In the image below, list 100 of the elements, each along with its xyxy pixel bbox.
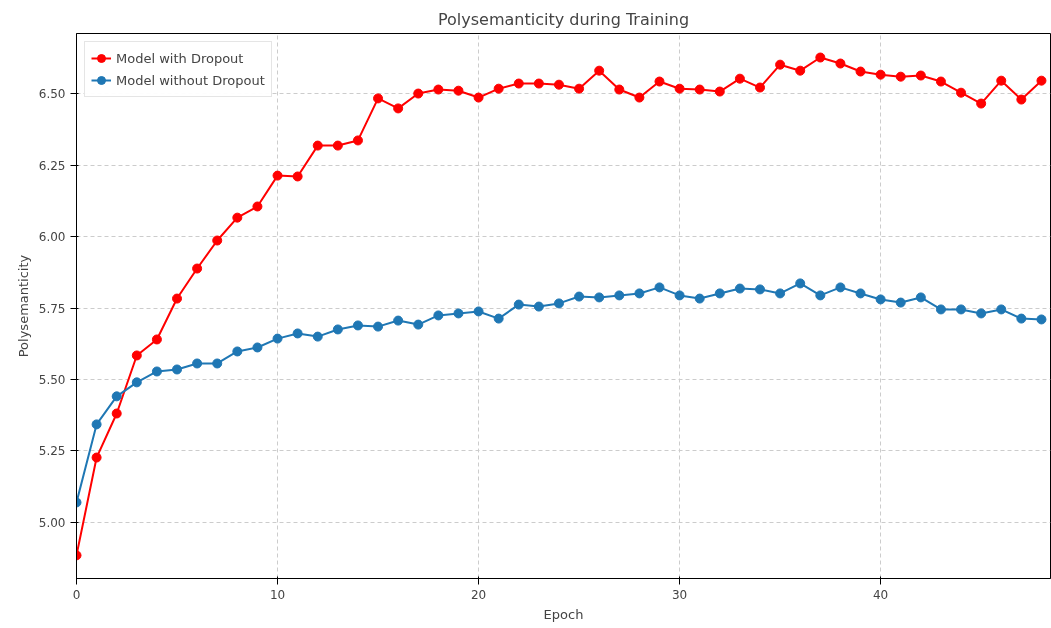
point	[734, 73, 745, 84]
x-axis-title: Epoch	[543, 606, 584, 622]
x-tick-label: 40	[872, 587, 889, 602]
point	[775, 288, 786, 299]
point	[755, 82, 766, 93]
x-tick-label: 10	[269, 587, 286, 602]
point	[895, 71, 906, 82]
chart-title: Polysemanticity during Training	[437, 9, 690, 29]
point	[1036, 314, 1047, 325]
point	[855, 288, 866, 299]
point	[292, 171, 303, 182]
point	[956, 304, 967, 315]
point	[634, 92, 645, 103]
point	[935, 304, 946, 315]
point	[473, 306, 484, 317]
point	[172, 293, 183, 304]
point	[212, 358, 223, 369]
point	[131, 350, 142, 361]
point	[473, 92, 484, 103]
point	[915, 292, 926, 303]
point	[634, 288, 645, 299]
point	[714, 288, 725, 299]
point	[976, 308, 987, 319]
point	[614, 290, 625, 301]
point	[594, 292, 605, 303]
point	[976, 98, 987, 109]
point	[413, 319, 424, 330]
point	[1016, 94, 1027, 105]
point	[433, 84, 444, 95]
point	[674, 83, 685, 94]
point	[553, 79, 564, 90]
point	[413, 88, 424, 99]
point	[654, 76, 665, 87]
point	[232, 212, 243, 223]
point	[111, 408, 122, 419]
point	[1036, 75, 1047, 86]
point	[574, 83, 585, 94]
point	[232, 346, 243, 357]
y-tick-label: 6.00	[38, 230, 66, 245]
point	[513, 78, 524, 89]
y-tick-label: 6.25	[38, 158, 66, 173]
point	[694, 84, 705, 95]
point	[252, 201, 263, 212]
point	[272, 333, 283, 344]
x-tick-label: 20	[470, 587, 487, 602]
point	[614, 84, 625, 95]
x-tick-label: 30	[671, 587, 688, 602]
point	[373, 321, 384, 332]
point	[875, 69, 886, 80]
point	[513, 299, 524, 310]
point	[272, 170, 283, 181]
point	[172, 364, 183, 375]
point	[91, 452, 102, 463]
point	[493, 83, 504, 94]
point	[453, 85, 464, 96]
point	[312, 331, 323, 342]
point	[352, 135, 363, 146]
point	[453, 308, 464, 319]
point	[654, 282, 665, 293]
point	[574, 291, 585, 302]
point	[433, 310, 444, 321]
point	[915, 70, 926, 81]
point	[332, 324, 343, 335]
point	[192, 263, 203, 274]
point	[151, 366, 162, 377]
point	[694, 293, 705, 304]
y-tick-label: 5.00	[38, 515, 66, 530]
point	[815, 290, 826, 301]
point	[594, 65, 605, 76]
y-tick-label: 5.50	[38, 372, 66, 387]
point	[111, 391, 122, 402]
point	[775, 59, 786, 70]
legend-label: Model without Dropout	[116, 72, 265, 88]
point	[795, 278, 806, 289]
legend-label: Model with Dropout	[116, 50, 244, 66]
point	[755, 284, 766, 295]
point	[553, 298, 564, 309]
point	[835, 282, 846, 293]
point	[393, 103, 404, 114]
point	[734, 283, 745, 294]
point	[795, 65, 806, 76]
y-tick-label: 5.25	[38, 444, 66, 459]
point	[835, 58, 846, 69]
point	[151, 334, 162, 345]
point	[714, 86, 725, 97]
y-tick-label: 6.50	[38, 87, 66, 102]
y-axis-title: Polysemanticity	[15, 254, 31, 358]
point	[131, 377, 142, 388]
point	[875, 294, 886, 305]
point	[996, 75, 1007, 86]
point	[815, 52, 826, 63]
point	[493, 313, 504, 324]
point	[252, 342, 263, 353]
point	[212, 235, 223, 246]
point	[352, 320, 363, 331]
point	[674, 290, 685, 301]
y-tick-label: 5.75	[38, 301, 66, 316]
point	[1016, 313, 1027, 324]
point	[393, 315, 404, 326]
point	[935, 76, 946, 87]
